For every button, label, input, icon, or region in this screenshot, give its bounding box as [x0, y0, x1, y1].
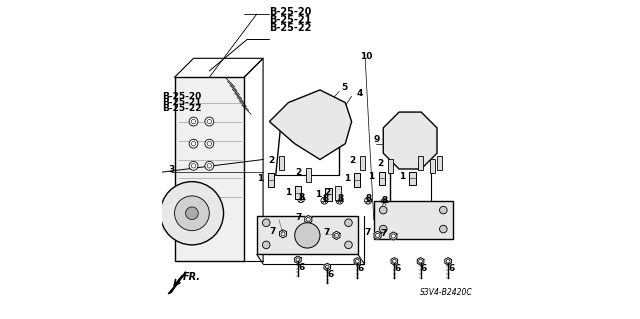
Text: 4: 4 — [356, 89, 363, 98]
Bar — [429, 159, 435, 173]
Bar — [294, 186, 301, 199]
Text: B-25-22: B-25-22 — [162, 104, 201, 113]
Text: 1: 1 — [344, 174, 350, 183]
Circle shape — [186, 207, 198, 219]
Text: 6: 6 — [448, 264, 454, 273]
Polygon shape — [391, 257, 397, 265]
Text: 2: 2 — [296, 168, 302, 177]
Circle shape — [189, 117, 198, 126]
Text: 10: 10 — [360, 52, 372, 61]
Polygon shape — [257, 216, 358, 254]
Text: FR.: FR. — [182, 271, 200, 281]
Polygon shape — [168, 272, 186, 294]
Text: 2: 2 — [378, 159, 384, 168]
Bar — [410, 172, 416, 185]
Text: 7: 7 — [364, 228, 371, 237]
Text: 1: 1 — [399, 173, 406, 182]
Bar — [268, 174, 274, 187]
Text: B-25-21: B-25-21 — [269, 15, 312, 26]
Circle shape — [380, 225, 387, 233]
Polygon shape — [354, 257, 360, 265]
Circle shape — [345, 241, 352, 249]
Circle shape — [160, 182, 223, 245]
Polygon shape — [374, 231, 381, 240]
Text: S3V4-B2420C: S3V4-B2420C — [420, 288, 473, 297]
Bar — [175, 77, 244, 261]
Text: 7: 7 — [380, 229, 387, 238]
Text: 1: 1 — [257, 174, 263, 183]
Polygon shape — [305, 215, 312, 224]
Text: 7: 7 — [295, 212, 301, 222]
Text: 2: 2 — [324, 188, 331, 197]
Text: 7: 7 — [323, 228, 330, 237]
Circle shape — [440, 206, 447, 214]
Polygon shape — [269, 90, 351, 160]
Text: 8: 8 — [382, 196, 388, 205]
Circle shape — [189, 161, 198, 170]
Circle shape — [345, 219, 352, 226]
Circle shape — [205, 117, 214, 126]
Circle shape — [440, 225, 447, 233]
Polygon shape — [374, 201, 453, 239]
Polygon shape — [294, 256, 301, 263]
Text: 6: 6 — [328, 270, 334, 279]
Text: 3: 3 — [168, 165, 175, 174]
Bar — [418, 156, 423, 170]
Bar — [325, 188, 332, 201]
Text: B-25-20: B-25-20 — [162, 92, 201, 101]
Text: 6: 6 — [298, 263, 305, 271]
Bar — [360, 156, 365, 170]
Text: 8: 8 — [337, 194, 344, 203]
Bar — [354, 174, 360, 187]
Bar — [388, 159, 394, 173]
Text: 8: 8 — [366, 194, 372, 203]
Polygon shape — [280, 230, 287, 238]
Text: 5: 5 — [341, 83, 348, 92]
Circle shape — [262, 241, 270, 249]
Text: 1: 1 — [369, 173, 374, 182]
Polygon shape — [390, 232, 397, 240]
Text: 1: 1 — [285, 188, 291, 197]
Text: 7: 7 — [269, 227, 276, 236]
Text: B-25-20: B-25-20 — [269, 7, 312, 18]
Polygon shape — [383, 112, 437, 169]
Circle shape — [205, 161, 214, 170]
Polygon shape — [333, 231, 340, 240]
Text: 6: 6 — [394, 264, 401, 273]
Bar — [335, 186, 340, 200]
Circle shape — [380, 206, 387, 214]
Bar — [278, 156, 284, 170]
Text: 2: 2 — [349, 156, 355, 165]
Text: 8: 8 — [299, 193, 305, 202]
Polygon shape — [324, 263, 330, 271]
Text: 6: 6 — [420, 264, 427, 273]
Text: 8: 8 — [322, 194, 328, 203]
Text: 9: 9 — [374, 135, 380, 144]
Circle shape — [189, 139, 198, 148]
Circle shape — [205, 139, 214, 148]
Bar — [378, 172, 385, 185]
Text: B-25-22: B-25-22 — [269, 23, 312, 33]
Bar — [436, 156, 442, 170]
Text: 2: 2 — [268, 156, 274, 165]
Circle shape — [262, 219, 270, 226]
Bar — [307, 168, 312, 182]
Polygon shape — [445, 257, 451, 265]
Text: 6: 6 — [357, 264, 364, 273]
Circle shape — [294, 223, 320, 248]
Text: B-25-21: B-25-21 — [162, 98, 201, 107]
Text: 1: 1 — [316, 190, 321, 199]
Circle shape — [175, 196, 209, 231]
Polygon shape — [417, 257, 424, 265]
